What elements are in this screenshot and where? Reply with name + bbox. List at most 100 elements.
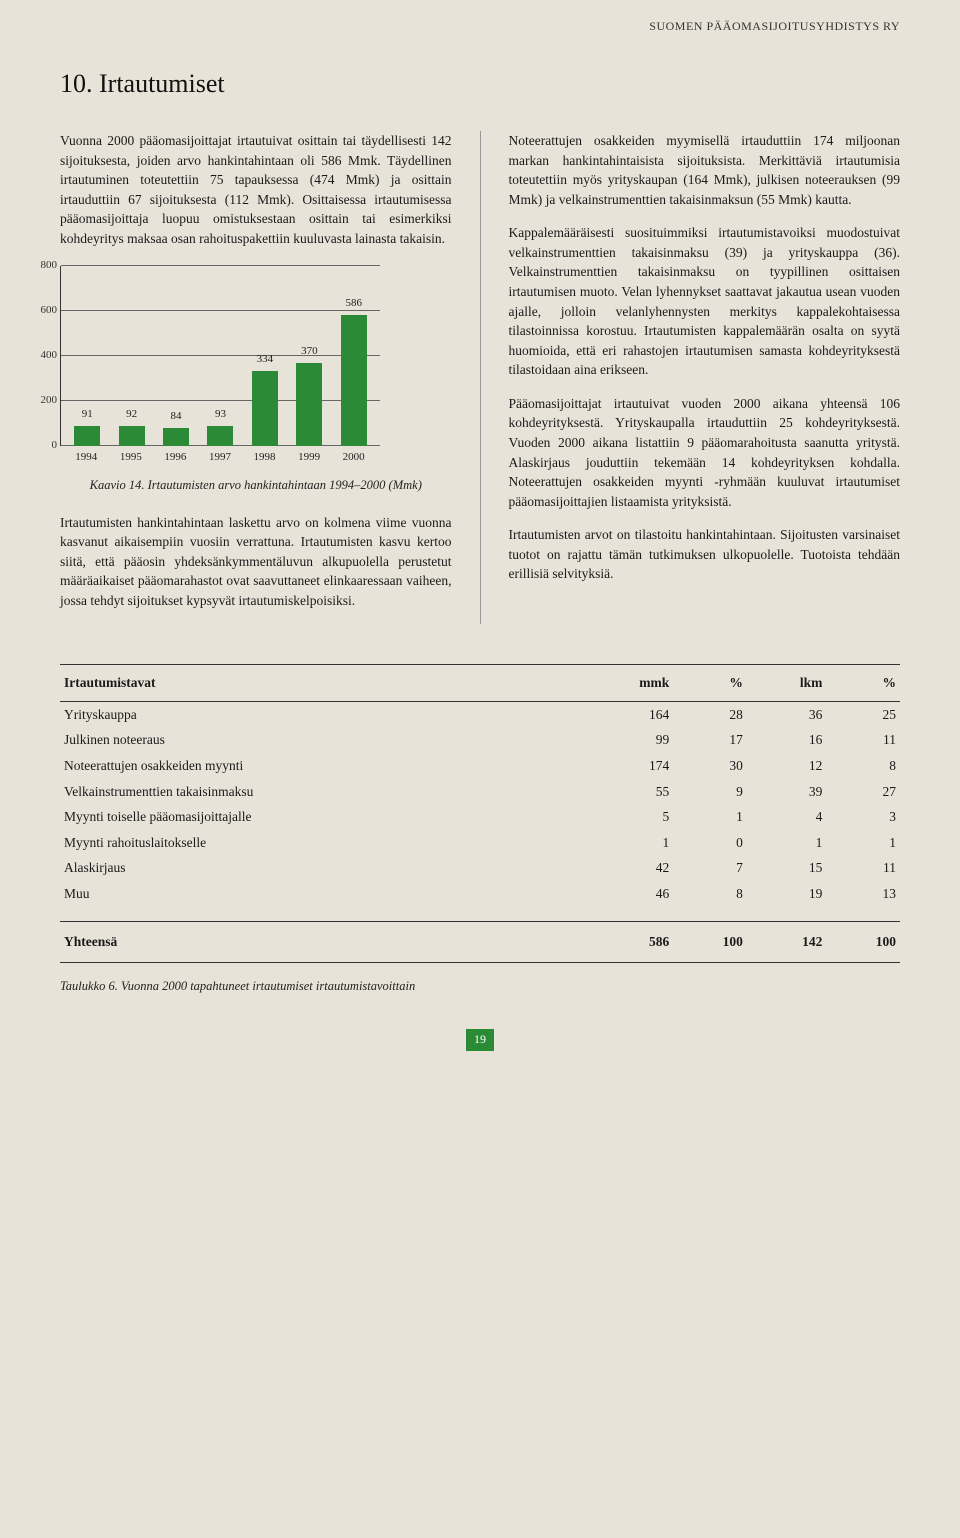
- table-cell: 30: [673, 753, 747, 779]
- chart-bar-column: 92: [109, 407, 153, 447]
- chart-x-tick: 1995: [120, 450, 142, 466]
- table-cell: 1: [826, 830, 900, 856]
- running-header: SUOMEN PÄÄOMASIJOITUSYHDISTYS RY: [60, 18, 900, 35]
- table-cell: 16: [747, 727, 827, 753]
- chart-x-tick: 1999: [298, 450, 320, 466]
- table-header-cell: mmk: [574, 665, 673, 702]
- chart-bar-column: 84: [154, 409, 198, 447]
- chart-bar: [207, 426, 233, 447]
- left-paragraph-2: Irtautumisten hankintahintaan laskettu a…: [60, 513, 452, 611]
- table-cell: 174: [574, 753, 673, 779]
- table-cell: 25: [826, 701, 900, 727]
- table-total-cell: Yhteensä: [60, 922, 574, 963]
- chart-bar-value-label: 92: [126, 407, 137, 423]
- page-number: 19: [466, 1029, 494, 1051]
- table-cell: 36: [747, 701, 827, 727]
- table-row: Yrityskauppa164283625: [60, 701, 900, 727]
- table-row: Noteerattujen osakkeiden myynti17430128: [60, 753, 900, 779]
- chart-x-labels: 1994199519961997199819992000: [60, 446, 380, 466]
- table-cell: 55: [574, 779, 673, 805]
- table-cell: Myynti toiselle pääomasijoittajalle: [60, 804, 574, 830]
- table-cell: Julkinen noteeraus: [60, 727, 574, 753]
- table-cell: 17: [673, 727, 747, 753]
- chart-y-tick: 600: [27, 303, 57, 319]
- right-paragraph-2: Kappalemääräisesti suosituimmiksi irtaut…: [509, 223, 901, 380]
- chart-bar-column: 370: [287, 344, 331, 446]
- chart-x-tick: 2000: [343, 450, 365, 466]
- chart-bar: [341, 315, 367, 447]
- table-row: Myynti toiselle pääomasijoittajalle5143: [60, 804, 900, 830]
- table-cell: 12: [747, 753, 827, 779]
- table-cell: 42: [574, 855, 673, 881]
- right-paragraph-3: Pääomasijoittajat irtautuivat vuoden 200…: [509, 394, 901, 511]
- table-row: Muu4681913: [60, 881, 900, 907]
- chart-bar: [163, 428, 189, 447]
- chart-bar-value-label: 370: [301, 344, 318, 360]
- table-cell: 15: [747, 855, 827, 881]
- bar-chart: 020040060080091928493334370586: [60, 266, 380, 446]
- table-cell: 11: [826, 727, 900, 753]
- right-paragraph-1: Noteerattujen osakkeiden myymisellä irta…: [509, 131, 901, 209]
- chart-bar-value-label: 84: [171, 409, 182, 425]
- table-total-row: Yhteensä586100142100: [60, 922, 900, 963]
- chart-x-tick: 1994: [75, 450, 97, 466]
- table-cell: 19: [747, 881, 827, 907]
- table-caption: Taulukko 6. Vuonna 2000 tapahtuneet irta…: [60, 977, 900, 995]
- chart-bar-column: 586: [332, 296, 376, 447]
- chart-bar-column: 334: [243, 352, 287, 446]
- chart-bar: [74, 426, 100, 446]
- table-cell: 9: [673, 779, 747, 805]
- table-row: Julkinen noteeraus99171611: [60, 727, 900, 753]
- chart-y-tick: 200: [27, 393, 57, 409]
- table-cell: 8: [673, 881, 747, 907]
- table-cell: 5: [574, 804, 673, 830]
- chart-x-tick: 1996: [164, 450, 186, 466]
- chart-caption: Kaavio 14. Irtautumisten arvo hankintahi…: [60, 476, 452, 494]
- table-cell: Noteerattujen osakkeiden myynti: [60, 753, 574, 779]
- table-spacer: [60, 906, 900, 922]
- chart-bar: [119, 426, 145, 447]
- table-cell: Alaskirjaus: [60, 855, 574, 881]
- table-cell: 0: [673, 830, 747, 856]
- table-cell: 8: [826, 753, 900, 779]
- table-header-cell: %: [826, 665, 900, 702]
- table-cell: 39: [747, 779, 827, 805]
- table-total-cell: 586: [574, 922, 673, 963]
- table-row: Alaskirjaus4271511: [60, 855, 900, 881]
- table-cell: 164: [574, 701, 673, 727]
- left-paragraph-1: Vuonna 2000 pääomasijoittajat irtautuiva…: [60, 131, 452, 248]
- chart-x-tick: 1998: [254, 450, 276, 466]
- table-cell: 3: [826, 804, 900, 830]
- chart-bar-value-label: 334: [257, 352, 274, 368]
- table-cell: 4: [747, 804, 827, 830]
- table-header-cell: %: [673, 665, 747, 702]
- table-total-cell: 142: [747, 922, 827, 963]
- table-total-cell: 100: [673, 922, 747, 963]
- chart-y-tick: 400: [27, 348, 57, 364]
- table-cell: 1: [747, 830, 827, 856]
- table-row: Myynti rahoituslaitokselle1011: [60, 830, 900, 856]
- table-header-cell: Irtautumistavat: [60, 665, 574, 702]
- right-paragraph-4: Irtautumisten arvot on tilastoitu hankin…: [509, 525, 901, 584]
- table-total-cell: 100: [826, 922, 900, 963]
- right-column: Noteerattujen osakkeiden myymisellä irta…: [509, 131, 901, 624]
- table-cell: 99: [574, 727, 673, 753]
- chart-bar: [296, 363, 322, 446]
- chart-bar-column: 91: [65, 407, 109, 446]
- table-cell: 28: [673, 701, 747, 727]
- chart-bar: [252, 371, 278, 446]
- table-cell: 27: [826, 779, 900, 805]
- chart-y-tick: 0: [27, 438, 57, 454]
- left-column: Vuonna 2000 pääomasijoittajat irtautuiva…: [60, 131, 452, 624]
- table-cell: 13: [826, 881, 900, 907]
- table-header-cell: lkm: [747, 665, 827, 702]
- section-title: 10. Irtautumiset: [60, 65, 900, 103]
- table-cell: Myynti rahoituslaitokselle: [60, 830, 574, 856]
- chart-bar-value-label: 93: [215, 407, 226, 423]
- chart-bar-value-label: 91: [82, 407, 93, 423]
- chart-y-tick: 800: [27, 258, 57, 274]
- two-column-layout: Vuonna 2000 pääomasijoittajat irtautuiva…: [60, 131, 900, 624]
- table-cell: 11: [826, 855, 900, 881]
- bar-chart-container: 020040060080091928493334370586 199419951…: [60, 266, 452, 466]
- table-cell: 46: [574, 881, 673, 907]
